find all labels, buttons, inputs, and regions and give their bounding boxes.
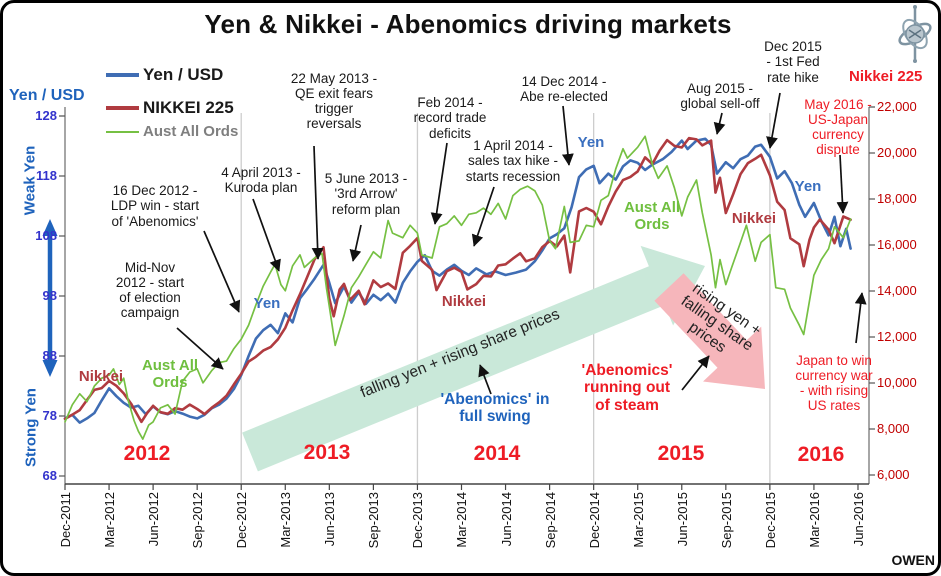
annotation-arrow: [713, 112, 726, 135]
annotation-arrow: [471, 186, 495, 247]
x-tick-label: Sep-2014: [542, 492, 558, 549]
annotation: Japan to win currency war - with rising US …: [795, 352, 873, 414]
gyroscope-logo-icon: [898, 5, 932, 63]
x-tick-label: Jun-2012: [146, 492, 162, 547]
year-label: 2014: [473, 442, 521, 466]
x-tick-label: Sep-2015: [718, 492, 734, 549]
left-tick-label: 118: [36, 168, 57, 183]
left-tick-label: 128: [35, 108, 57, 123]
x-tick-label: Jun-2015: [674, 492, 690, 547]
annotation: 5 June 2013 - '3rd Arrow' reform plan: [324, 171, 408, 217]
annotation: 'Abenomics' in full swing: [440, 390, 550, 425]
weak-strong-yen-arrow: [42, 219, 58, 377]
x-tick-label: Dec-2011: [58, 492, 73, 548]
chart-title: Yen & Nikkei - Abenomics driving markets: [204, 9, 732, 39]
annotation: 1 April 2014 - sales tax hike - starts rec…: [465, 138, 561, 184]
annotation-arrow: [836, 154, 849, 214]
series-label: Yen: [577, 133, 605, 151]
annotation: 16 Dec 2012 - LDP win - start of 'Abenomic…: [110, 183, 200, 229]
year-label: 2016: [797, 443, 845, 467]
x-tick-label: Mar-2012: [102, 492, 118, 548]
legend-label-allords: Aust All Ords: [143, 123, 239, 140]
right-tick-label: 22,000: [877, 99, 917, 114]
legend-item-allords: Aust All Ords: [106, 123, 238, 140]
left-tick-label: 88: [42, 348, 57, 363]
right-tick-label: 12,000: [877, 329, 917, 344]
annotation-arrow: [561, 105, 574, 166]
annotation: Feb 2014 - record trade deficits: [413, 95, 487, 141]
series-label: Aust All Ords: [141, 357, 199, 391]
left-tick-label: 98: [42, 288, 57, 303]
watermark-owen: OWEN: [891, 552, 935, 568]
series-label: Yen: [253, 294, 281, 312]
annotation-arrow: [854, 292, 867, 344]
x-tick-label: Dec-2014: [586, 492, 602, 549]
annotation-arrow: [311, 145, 324, 260]
annotation: Mid-Nov 2012 - start of election campaign: [115, 259, 185, 321]
x-tick-label: Dec-2012: [234, 492, 250, 549]
legend-item-nikkei: NIKKEI 225: [106, 98, 234, 118]
left-tick-label: 68: [42, 468, 57, 483]
annotation-arrow: [349, 224, 362, 262]
annotation-arrow: [176, 327, 224, 370]
right-tick-label: 6,000: [877, 467, 910, 482]
right-tick-label: 18,000: [877, 191, 917, 206]
series-aust-all-ords: [64, 135, 852, 440]
annotation: 'Abenomics' running out of steam: [581, 361, 673, 414]
x-tick-label: Jun-2014: [498, 492, 514, 547]
flow-arrow: [242, 245, 705, 472]
year-label: 2012: [123, 442, 171, 466]
right-tick-label: 8,000: [877, 421, 910, 436]
series-label: Nikkei: [78, 367, 124, 385]
x-tick-label: Mar-2014: [454, 492, 470, 548]
annotation: 4 April 2013 - Kuroda plan: [221, 164, 301, 195]
series-label: Aust All Ords: [623, 199, 681, 233]
right-tick-label: 10,000: [877, 375, 917, 390]
legend-label-yen: Yen / USD: [143, 65, 224, 84]
x-tick-label: Dec-2013: [410, 492, 426, 549]
series-label: Nikkei: [731, 209, 777, 227]
annotation-arrow: [681, 355, 710, 391]
annotation-arrow: [430, 142, 448, 225]
x-tick-label: Sep-2012: [190, 492, 206, 549]
series-label: Yen: [794, 177, 822, 195]
x-tick-label: Mar-2013: [278, 492, 294, 548]
left-tick-label: 78: [42, 408, 57, 423]
right-tick-label: 20,000: [877, 145, 917, 160]
year-label: 2015: [657, 442, 705, 466]
annotation-arrow: [766, 92, 781, 149]
annotation-arrow: [203, 230, 241, 313]
x-tick-label: Jun-2016: [850, 492, 866, 547]
right-axis-title: Nikkei 225: [849, 68, 923, 85]
chart-plot: [42, 5, 932, 490]
allords-line-swatch: [106, 130, 139, 133]
nikkei-line-swatch: [106, 106, 139, 110]
right-tick-label: 14,000: [877, 283, 917, 298]
annotation: Aug 2015 - global sell-off: [680, 80, 760, 111]
left-tick-label: 108: [35, 228, 57, 243]
series-label: Nikkei: [441, 292, 487, 310]
x-tick-label: Dec-2015: [762, 492, 778, 549]
annotation: Dec 2015- 1st Fed rate hike: [764, 39, 822, 85]
flow-arrow: [654, 273, 765, 389]
x-tick-label: Mar-2015: [630, 492, 646, 548]
annotation: 14 Dec 2014 - Abe re-elected: [520, 73, 608, 104]
right-tick-label: 16,000: [877, 237, 917, 252]
x-tick-label: Jun-2013: [322, 492, 338, 547]
x-tick-label: Sep-2013: [366, 492, 382, 549]
left-axis-title: Yen / USD: [9, 87, 85, 104]
legend-label-nikkei: NIKKEI 225: [143, 98, 234, 117]
legend-item-yen: Yen / USD: [106, 65, 223, 85]
series-nikkei-225: [63, 136, 852, 424]
annotation-arrow: [478, 364, 492, 395]
series-yen-usd: [63, 137, 852, 424]
annotation: 22 May 2013 - QE exit fears trigger reversa…: [290, 70, 378, 132]
annotation-arrow: [252, 198, 281, 272]
annotation: May 2016 - US-Japan currency dispute: [804, 96, 872, 158]
x-tick-label: Mar-2016: [806, 492, 822, 548]
year-label: 2013: [303, 441, 351, 465]
yen-line-swatch: [106, 73, 139, 77]
